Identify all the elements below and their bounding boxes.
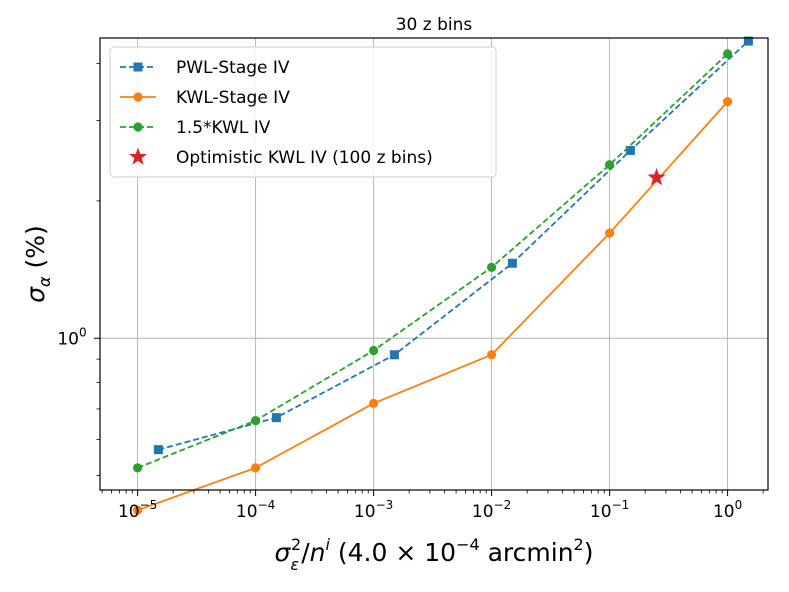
x-tick-base: 10: [118, 502, 140, 522]
x-tick-exponent: −3: [376, 498, 394, 512]
x-tick-exponent: −1: [612, 498, 630, 512]
y-tick-exponent: 0: [79, 325, 87, 339]
x-tick-label: 100: [713, 498, 742, 522]
series-layer: [133, 36, 753, 515]
legend-marker: [128, 147, 148, 165]
series-line: [137, 53, 729, 469]
x-tick-label: 10−5: [118, 498, 157, 522]
data-point: [722, 49, 733, 59]
x-tick-base: 10: [354, 502, 376, 522]
data-point: [251, 463, 261, 473]
legend-entry: PWL-Stage IV: [120, 58, 290, 78]
x-tick-base: 10: [236, 502, 258, 522]
data-point: [153, 445, 163, 455]
data-point: [133, 505, 143, 515]
series-line: [137, 101, 729, 512]
y-axis-label: σα (%): [21, 225, 54, 303]
legend-entry: Optimistic KWL IV (100 z bins): [128, 147, 433, 168]
x-tick-base: 10: [713, 502, 735, 522]
data-point: [369, 398, 379, 408]
x-tick-base: 10: [590, 502, 612, 522]
legend-label: 1.5*KWL IV: [176, 118, 271, 138]
data-point: [487, 262, 497, 272]
legend-label: Optimistic KWL IV (100 z bins): [176, 148, 433, 168]
x-tick-exponent: −5: [140, 498, 158, 512]
legend-entry: 1.5*KWL IV: [120, 118, 271, 138]
data-point: [271, 413, 281, 423]
data-point: [604, 160, 615, 170]
data-point: [369, 345, 379, 356]
x-tick-base: 10: [472, 502, 494, 522]
data-point: [487, 350, 497, 360]
data-point: [743, 36, 753, 46]
legend-marker: [133, 62, 143, 72]
x-tick-label: 10−4: [236, 498, 275, 522]
legend-label: KWL-Stage IV: [176, 88, 290, 108]
data-point: [507, 258, 517, 268]
legend-marker: [133, 122, 143, 132]
data-point: [647, 168, 666, 186]
legend-label: PWL-Stage IV: [176, 58, 290, 78]
legend-entry: KWL-Stage IV: [120, 88, 290, 108]
y-tick-label: 100: [57, 325, 86, 349]
data-point: [251, 415, 261, 426]
data-point: [389, 350, 399, 360]
data-point: [133, 463, 143, 473]
legend-marker: [133, 92, 143, 102]
x-axis-label: σε2/ni (4.0 × 10−4 arcmin2): [274, 535, 593, 574]
x-tick-label: 10−3: [354, 498, 393, 522]
x-tick-exponent: −2: [494, 498, 512, 512]
series-2: [133, 97, 733, 515]
data-point: [625, 145, 635, 155]
legend: PWL-Stage IV KWL-Stage IV 1.5*KWL IV Optimi…: [109, 46, 497, 178]
plot-frame: [99, 37, 769, 491]
chart-title: 30 z bins: [396, 15, 473, 35]
x-tick-label: 10−1: [590, 498, 629, 522]
data-point: [722, 97, 733, 107]
y-tick-base: 10: [57, 329, 79, 349]
x-tick-label: 10−2: [472, 498, 511, 522]
series-3: [133, 49, 733, 473]
x-tick-exponent: 0: [735, 498, 743, 512]
x-tick-exponent: −4: [258, 498, 276, 512]
series-4: [647, 168, 666, 186]
data-point: [604, 228, 615, 238]
legend-box: [109, 46, 497, 178]
